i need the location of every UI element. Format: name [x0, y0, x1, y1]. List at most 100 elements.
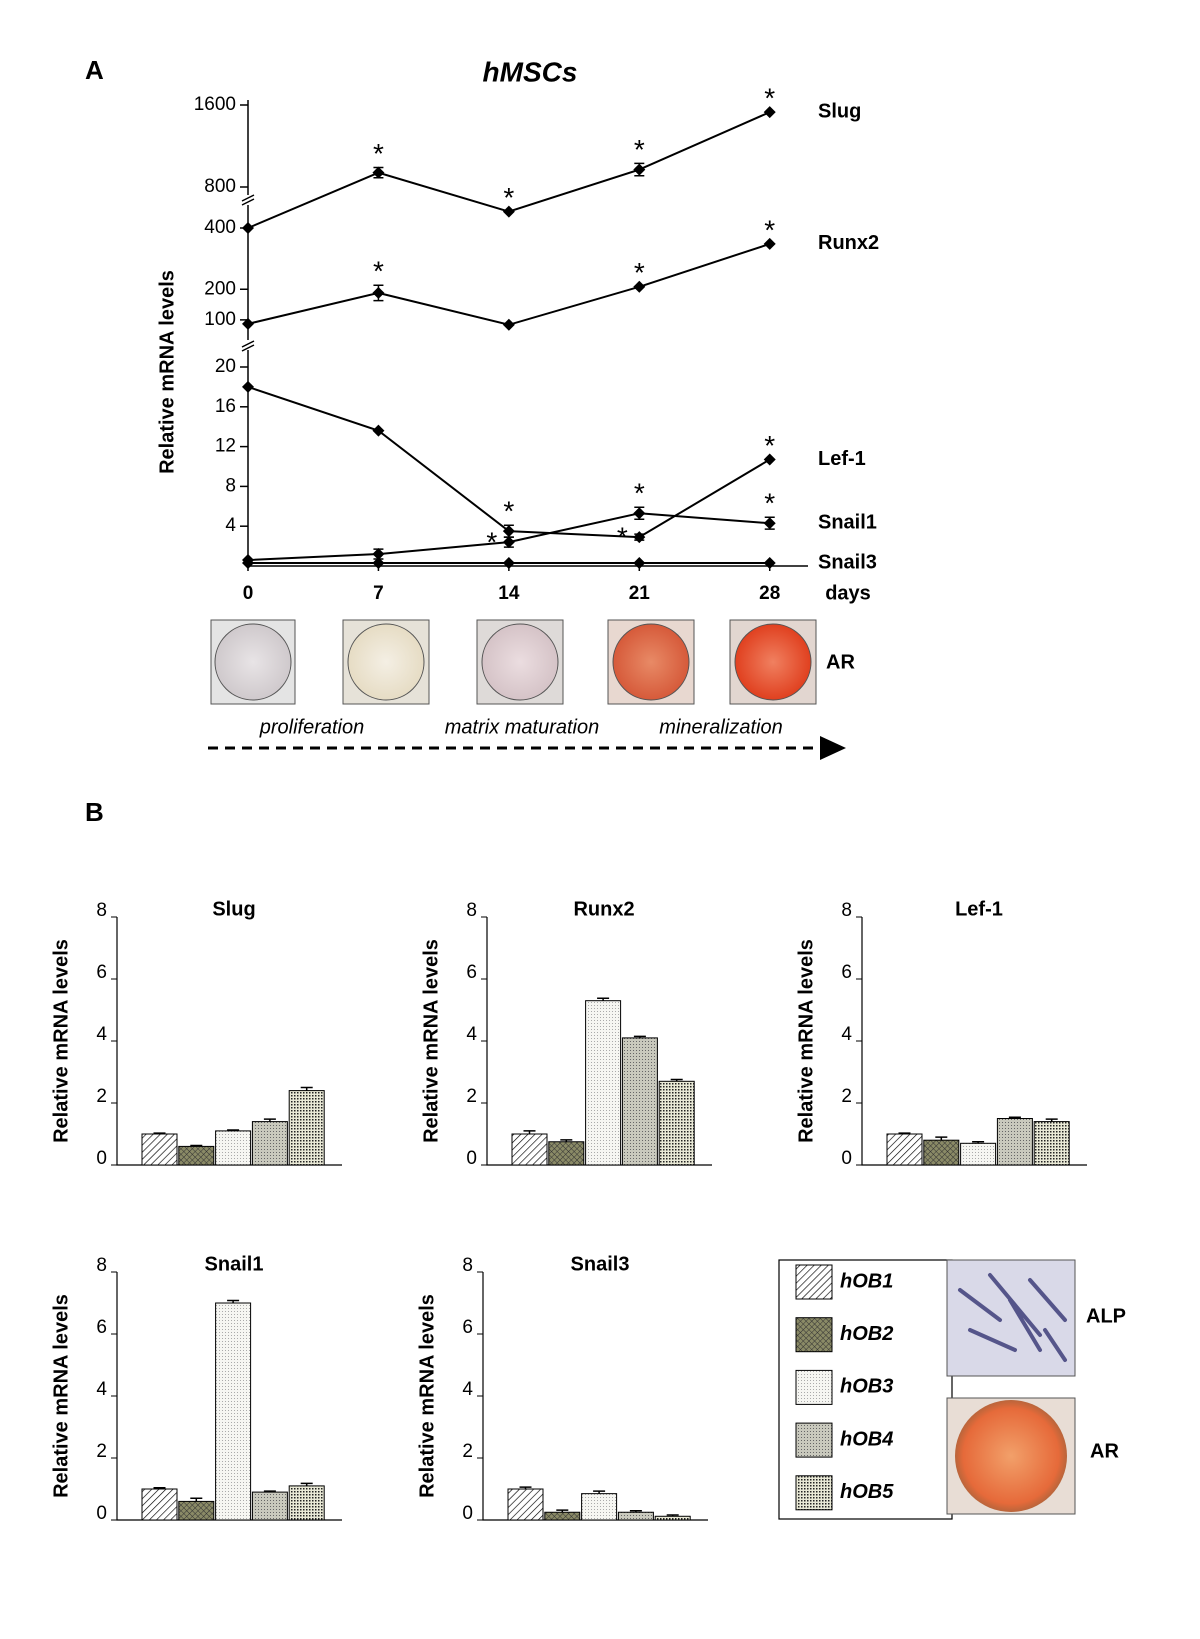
significance: *	[486, 527, 497, 558]
y-tick-label: 6	[96, 1317, 107, 1338]
x-tick-label: 0	[243, 583, 254, 604]
y-tick-label: 0	[96, 1148, 107, 1169]
y-tick-label: 4	[466, 1024, 477, 1045]
error-bar	[629, 1509, 642, 1513]
y-tick-label: 12	[215, 436, 236, 457]
photos-b	[946, 1259, 1076, 1515]
legend-label: hOB5	[840, 1481, 894, 1503]
data-point	[372, 286, 385, 299]
axis	[482, 1272, 708, 1521]
legend-swatch	[795, 1369, 833, 1405]
y-tick-label: 400	[204, 217, 236, 238]
significance: *	[764, 430, 775, 461]
error-bar	[190, 1497, 203, 1502]
error-bar	[519, 1486, 532, 1489]
y-tick-label: 8	[225, 475, 236, 496]
panel-label: B	[85, 797, 104, 827]
error-bar	[666, 1514, 679, 1517]
data-point	[763, 237, 776, 250]
bar	[548, 1141, 585, 1166]
y-tick-label: 800	[204, 176, 236, 197]
significance: *	[764, 83, 775, 114]
stain-label: AR	[1090, 1440, 1119, 1462]
bar	[617, 1511, 654, 1521]
y-tick-label: 100	[204, 309, 236, 330]
y-tick-label: 2	[462, 1441, 473, 1462]
y-tick-label: 2	[841, 1086, 852, 1107]
data-point	[763, 557, 776, 570]
bar	[581, 1493, 618, 1521]
data-point	[502, 536, 515, 549]
data-point	[502, 525, 515, 538]
y-tick-label: 0	[462, 1503, 473, 1524]
error-bar	[227, 1299, 240, 1303]
series-label: Slug	[818, 100, 861, 122]
error-bar	[670, 1078, 683, 1082]
error-bar	[263, 1490, 276, 1493]
data-point	[633, 163, 646, 176]
bar	[251, 1491, 288, 1521]
data-point	[372, 166, 385, 179]
data-point	[633, 280, 646, 293]
y-tick-label: 2	[96, 1086, 107, 1107]
phase-label: matrix maturation	[445, 716, 600, 738]
legend-swatch	[795, 1264, 833, 1300]
bar	[178, 1145, 215, 1166]
significance: *	[634, 134, 645, 165]
y-tick-label: 1600	[194, 94, 236, 115]
y-tick-label: 20	[215, 356, 236, 377]
error-bar	[593, 1490, 606, 1494]
y-tick-label: 16	[215, 396, 236, 417]
error-bar	[556, 1509, 569, 1513]
error-bar	[523, 1130, 536, 1134]
data-point	[633, 531, 646, 544]
y-tick-label: 0	[96, 1503, 107, 1524]
phase-label: mineralization	[659, 716, 782, 738]
arrow-head	[820, 736, 846, 760]
error-bar	[597, 997, 610, 1001]
y-tick-label: 4	[841, 1024, 852, 1045]
chart-title: Lef-1	[955, 898, 1003, 920]
data-point	[242, 380, 254, 393]
y-tick-label: 2	[96, 1441, 107, 1462]
error-bar	[300, 1482, 313, 1486]
y-axis-label: Relative mRNA levels	[156, 270, 178, 474]
panel-label: A	[85, 55, 104, 85]
x-tick-label: 14	[498, 583, 520, 604]
bar	[1033, 1121, 1070, 1166]
series-label: Lef-1	[818, 448, 866, 470]
bar	[215, 1130, 252, 1166]
error-bar	[1045, 1118, 1058, 1122]
data-point	[372, 424, 385, 437]
y-tick-label: 8	[96, 900, 107, 921]
series-label: Snail1	[818, 511, 877, 533]
error-bar	[633, 1035, 646, 1038]
bar	[141, 1488, 178, 1521]
significance: *	[503, 182, 514, 213]
bar	[585, 1000, 622, 1166]
stain-label: AR	[826, 651, 855, 673]
bar	[886, 1133, 923, 1166]
error-bar	[560, 1139, 573, 1142]
bar	[621, 1037, 658, 1166]
chart-title: Snail3	[571, 1253, 630, 1275]
ar-photos	[210, 619, 817, 705]
error-bar	[898, 1132, 911, 1134]
y-axis-label: Relative mRNA levels	[50, 939, 72, 1143]
error-bar	[263, 1118, 276, 1122]
chart-title: Snail1	[205, 1253, 264, 1275]
bar	[178, 1500, 215, 1521]
y-tick-label: 0	[841, 1148, 852, 1169]
x-tick-label: 21	[629, 583, 651, 604]
bar	[215, 1302, 252, 1521]
data-point	[633, 507, 646, 520]
legend-label: hOB2	[840, 1323, 893, 1345]
data-point	[633, 557, 646, 570]
phase-label: proliferation	[259, 716, 365, 738]
data-point	[763, 106, 776, 119]
bar	[960, 1142, 997, 1166]
x-tick-label: 28	[759, 583, 780, 604]
bar	[654, 1515, 691, 1521]
y-tick-label: 8	[96, 1255, 107, 1276]
